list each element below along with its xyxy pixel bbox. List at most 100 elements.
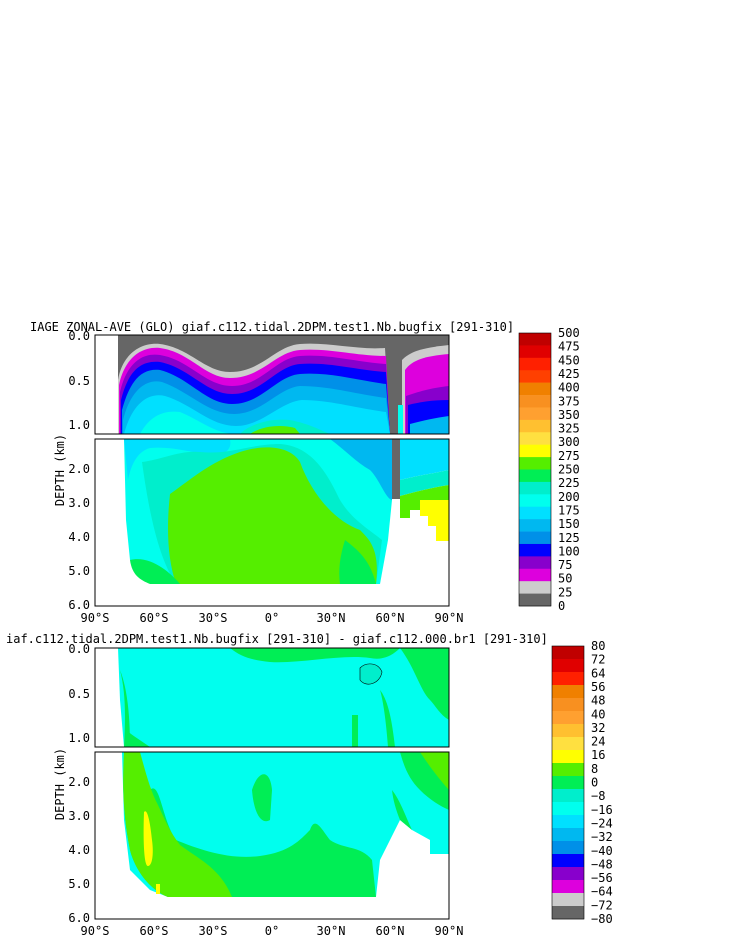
colorbar-label: 16 xyxy=(591,748,605,762)
colorbar-label: 25 xyxy=(558,585,572,599)
colorbar-label: −40 xyxy=(591,844,613,858)
panel-title: iaf.c112.tidal.2DPM.test1.Nb.bugfix [291… xyxy=(6,632,548,646)
contour-band-225 xyxy=(140,411,236,434)
colorbar-label: 40 xyxy=(591,707,605,721)
colorbar-swatch xyxy=(519,457,551,470)
colorbar-swatch xyxy=(552,646,584,660)
y-tick-label: 0.0 xyxy=(68,329,90,343)
colorbar-swatch xyxy=(552,841,584,855)
y-tick-label: 0.5 xyxy=(68,687,90,701)
colorbar-swatch xyxy=(552,711,584,725)
colorbar-label: 400 xyxy=(558,381,580,395)
colorbar-swatch xyxy=(519,469,551,483)
y-tick-label: 3.0 xyxy=(68,809,90,823)
contour-band-0-ridge xyxy=(252,774,272,822)
y-tick-label: 3.0 xyxy=(68,496,90,510)
x-tick-label: 60°N xyxy=(376,611,405,625)
colorbar-swatch xyxy=(552,737,584,751)
y-tick-label: 5.0 xyxy=(68,877,90,891)
colorbar-label: 175 xyxy=(558,503,580,517)
colorbar-label: 125 xyxy=(558,531,580,545)
colorbar-label: 300 xyxy=(558,435,580,449)
colorbar-swatch xyxy=(552,685,584,699)
x-tick-label: 30°S xyxy=(199,924,228,938)
colorbar-label: 375 xyxy=(558,394,580,408)
y-axis-label: DEPTH (km) xyxy=(53,434,67,506)
colorbar-swatch xyxy=(519,432,551,445)
colorbar-label: 425 xyxy=(558,367,580,381)
colorbar-swatch xyxy=(519,581,551,594)
y-tick-label: 1.0 xyxy=(68,418,90,432)
arctic-lower-band-225 xyxy=(400,439,449,480)
colorbar-swatch xyxy=(519,481,551,495)
colorbar-swatch xyxy=(552,659,584,673)
colorbar-swatch xyxy=(552,880,584,894)
colorbar-label: 32 xyxy=(591,721,605,735)
y-tick-label: 6.0 xyxy=(68,598,90,612)
contour-band-275 xyxy=(250,426,300,434)
contour-band-0 xyxy=(380,690,395,747)
lower-frame xyxy=(94,438,450,607)
upper-frame xyxy=(94,647,450,748)
lower-subplot xyxy=(95,752,449,919)
y-tick-label: 2.0 xyxy=(68,775,90,789)
x-tick-label: 90°N xyxy=(435,611,464,625)
contour-band-275-lower xyxy=(168,447,377,584)
colorbar-label: −24 xyxy=(591,816,613,830)
y-axis-lower: 2.0 3.0 4.0 5.0 6.0 xyxy=(68,775,90,925)
colorbar-swatch xyxy=(552,776,584,790)
colorbar: 5004754504254003753503253002752502252001… xyxy=(518,326,580,613)
colorbar-swatch xyxy=(519,531,551,545)
arctic-lower-band-275 xyxy=(400,485,449,518)
colorbar-swatch xyxy=(552,750,584,764)
x-tick-label: 60°S xyxy=(140,924,169,938)
colorbar-swatch xyxy=(519,568,551,582)
colorbar-label: 8 xyxy=(591,762,598,776)
panel-title: IAGE ZONAL-AVE (GLO) giaf.c112.tidal.2DP… xyxy=(30,320,514,334)
colorbar-swatch xyxy=(519,444,551,458)
colorbar-label: 24 xyxy=(591,735,605,749)
colorbar-swatch xyxy=(552,672,584,686)
upper-subplot xyxy=(95,648,449,747)
colorbar-swatch xyxy=(552,789,584,803)
colorbar-label: 0 xyxy=(591,776,598,790)
colorbar-swatch xyxy=(552,698,584,712)
colorbar-swatch xyxy=(519,357,551,371)
ocean-section xyxy=(118,648,449,747)
colorbar-label: 80 xyxy=(591,639,605,653)
y-tick-label: 5.0 xyxy=(68,564,90,578)
colorbar-label: −16 xyxy=(591,803,613,817)
arctic-band-150 xyxy=(410,416,449,434)
colorbar-label: −48 xyxy=(591,857,613,871)
colorbar-swatch xyxy=(552,828,584,842)
colorbar-label: −32 xyxy=(591,830,613,844)
y-axis-upper: 0.0 0.5 1.0 xyxy=(68,329,90,432)
colorbar-label: 350 xyxy=(558,408,580,422)
arctic-yellow-band xyxy=(420,500,449,516)
bottom-band-300 xyxy=(339,540,376,584)
colorbar-swatch xyxy=(519,593,551,607)
x-tick-label: 60°N xyxy=(376,924,405,938)
upper-frame xyxy=(94,334,450,435)
colorbar-swatch xyxy=(519,543,551,557)
colorbar-label: −64 xyxy=(591,885,613,899)
contour-band-200-lower xyxy=(124,439,231,480)
colorbar-frame xyxy=(551,645,585,920)
colorbar-label: 200 xyxy=(558,490,580,504)
colorbar-swatch xyxy=(552,724,584,738)
colorbar-label: 450 xyxy=(558,353,580,367)
colorbar-swatch xyxy=(552,906,584,920)
lower-subplot xyxy=(95,439,449,606)
y-tick-label: 0.0 xyxy=(68,642,90,656)
y-axis-label: DEPTH (km) xyxy=(53,748,67,820)
colorbar-label: 325 xyxy=(558,422,580,436)
colorbar-swatch xyxy=(552,867,584,881)
colorbar-label: 500 xyxy=(558,326,580,340)
colorbar-frame xyxy=(518,332,552,607)
colorbar-label: 250 xyxy=(558,463,580,477)
colorbar-label: 48 xyxy=(591,694,605,708)
contour-band-0 xyxy=(400,648,449,720)
lower-frame xyxy=(94,751,450,920)
colorbar-label: −72 xyxy=(591,898,613,912)
colorbar-swatch xyxy=(519,506,551,520)
